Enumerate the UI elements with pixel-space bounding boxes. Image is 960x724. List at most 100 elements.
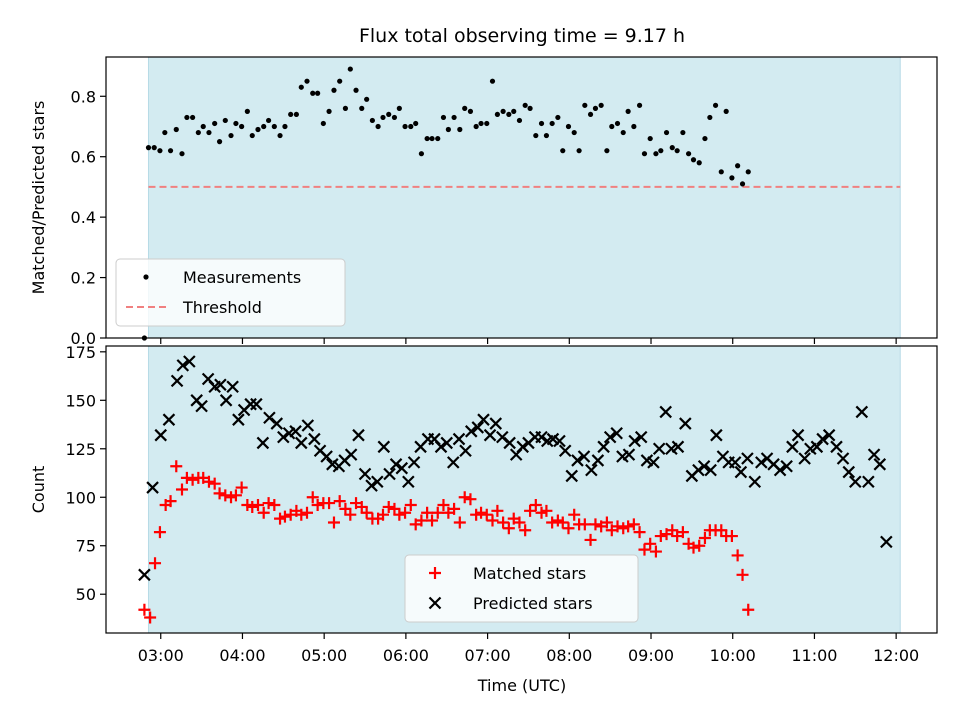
data-point [555,114,561,121]
data-point [578,518,591,531]
data-point [391,114,398,121]
data-point [244,108,250,114]
data-point [206,129,212,136]
data-point [235,481,248,494]
data-point [359,105,365,111]
data-point [529,499,542,512]
data-point [228,132,234,139]
data-point [712,102,719,108]
data-point [418,151,425,157]
data-point [798,452,811,465]
data-point [568,508,581,521]
data-point [663,129,670,136]
data-point [315,90,321,96]
data-point [440,436,454,450]
y-tick-label: 0.0 [71,329,96,348]
data-point [429,135,435,142]
data-point [157,148,163,154]
data-point [344,448,358,461]
data-point [560,148,566,154]
data-point [862,475,875,489]
data-point [375,123,381,130]
data-point [190,114,196,121]
data-point [693,539,706,552]
data-point [344,508,357,521]
data-point [326,108,332,114]
axes-frame [105,56,938,339]
data-point [477,413,490,426]
legend-label-matched: Matched stars [473,564,586,583]
data-point [333,495,346,508]
data-point [748,475,762,489]
data-point [625,108,631,114]
series-matched-stars [138,460,755,624]
data-point [692,463,705,477]
data-point [277,132,283,139]
data-point [186,473,199,486]
data-point [352,428,365,442]
data-point [622,520,635,533]
y-axis-label: Matched/Predicted stars [29,101,48,295]
data-point [654,530,667,543]
data-point [396,105,402,111]
legend-marker-measurements [143,274,149,280]
data-point [145,145,152,151]
data-point [562,522,575,535]
data-point [842,465,856,479]
x-tick-label: 04:00 [219,646,265,665]
data-point [386,111,392,118]
data-point [830,440,843,454]
data-point [506,111,512,118]
data-point [723,108,729,114]
data-point [516,440,530,454]
data-point [222,117,228,124]
legend-box [404,554,639,623]
data-point [462,105,468,111]
data-point [491,504,504,517]
data-point [502,522,515,535]
data-point [543,132,550,139]
data-point [718,169,724,175]
data-point [467,108,474,114]
legend-marker-matched [429,567,441,579]
data-point [822,428,836,442]
data-point [208,477,221,490]
data-point [471,421,485,434]
data-point [473,123,479,130]
data-point [478,120,484,127]
data-point [306,491,319,504]
data-point [337,78,343,84]
data-point [311,499,324,512]
data-point [609,123,615,130]
data-point [295,508,308,521]
data-point [308,432,321,446]
data-point [353,87,359,93]
data-point [162,129,168,136]
data-point [214,378,227,392]
data-point [320,450,333,463]
data-point [571,454,584,467]
data-point [519,524,532,537]
data-point [786,440,799,454]
data-point [484,120,490,127]
data-point [445,126,451,133]
data-point [603,430,617,444]
data-point [365,479,378,492]
data-point [634,430,648,444]
data-point [301,419,315,432]
data-point [591,454,605,467]
data-point [138,568,151,582]
data-point [437,499,450,512]
data-point [149,557,162,570]
x-tick-label: 12:00 [873,646,919,665]
data-point [251,499,264,512]
series-measurements [141,66,751,341]
data-point [358,467,372,481]
x-tick-label: 07:00 [465,646,511,665]
data-point [620,129,626,136]
data-point [458,491,471,504]
data-point [331,87,337,93]
data-point [524,504,537,517]
x-tick-label: 10:00 [710,646,756,665]
